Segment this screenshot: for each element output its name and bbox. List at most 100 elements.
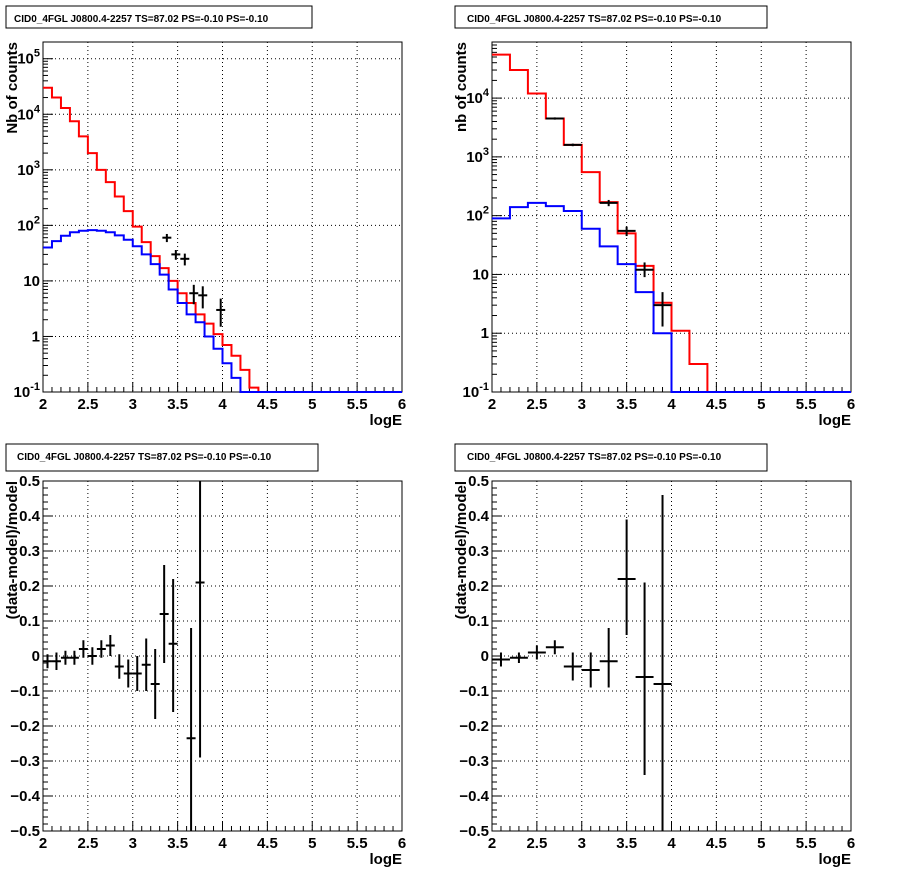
y-tick-label: −0.5: [10, 823, 40, 840]
data-point: [635, 262, 654, 278]
data-points: [43, 481, 205, 831]
y-tick-base: 10: [17, 162, 34, 179]
data-point: [581, 652, 600, 688]
y-axis-title: nb of counts: [453, 42, 470, 132]
data-point: [545, 117, 564, 120]
y-tick-label: −0.3: [459, 753, 489, 770]
y-tick-exponent: 4: [34, 103, 41, 115]
x-tick-label: 2.5: [77, 396, 98, 413]
y-tick-base: 10: [14, 384, 31, 401]
data-point: [43, 654, 52, 669]
data-point: [198, 286, 208, 309]
y-tick-base: 10: [466, 149, 483, 166]
y-axis: −0.5 −0.4 −0.3 −0.2 −0.1 0 0.1 0.2 0.3 0.4 0.5: [10, 473, 53, 840]
data-point: [653, 495, 672, 831]
data-point: [563, 143, 582, 147]
data-point: [563, 652, 582, 681]
y-tick-label: 0.3: [468, 543, 489, 560]
y-tick-label: 0.5: [19, 473, 40, 490]
histogram-series-component: [43, 229, 402, 393]
y-tick-label: 1: [32, 328, 40, 345]
data-point: [171, 250, 181, 260]
x-tick-label: 5: [308, 835, 316, 852]
x-tick-label: 3.5: [616, 835, 637, 852]
y-tick-exponent: 4: [483, 87, 490, 99]
x-axis-title: logE: [819, 851, 852, 868]
x-tick-label: 6: [847, 835, 855, 852]
y-tick-exponent: 2: [483, 205, 489, 217]
x-tick-label: 4: [218, 396, 227, 413]
data-point: [527, 645, 546, 660]
y-tick-label: −0.4: [459, 788, 489, 805]
y-tick-label: 0.4: [468, 508, 490, 525]
data-point: [509, 652, 528, 663]
chart-title: CID0_4FGL J0800.4-2257 TS=87.02 PS=-0.10…: [467, 452, 722, 463]
histogram-series-model: [43, 86, 402, 393]
x-tick-label: 5.5: [347, 396, 368, 413]
data-points: [492, 495, 672, 831]
x-tick-label: 4.5: [257, 396, 278, 413]
x-tick-label: 6: [847, 396, 855, 413]
x-tick-label: 6: [398, 835, 406, 852]
data-point: [60, 650, 70, 665]
x-tick-label: 4: [667, 835, 676, 852]
y-tick-base: 10: [17, 51, 34, 68]
x-tick-label: 2.5: [526, 835, 547, 852]
data-point: [216, 298, 226, 327]
y-tick-label: −0.2: [459, 718, 489, 735]
y-tick-label: 0: [481, 648, 489, 665]
y-tick-label: 0: [32, 648, 40, 665]
y-tick-label: 0.3: [19, 543, 40, 560]
data-points: [162, 233, 226, 327]
data-point: [195, 481, 205, 758]
chart-panel-2: 2 2.5 3 3.5 4 4.5 5 5.5 6logE10-1110102103104nb …: [453, 5, 855, 429]
y-tick-label: −0.3: [10, 753, 40, 770]
grid-lines: [492, 481, 851, 831]
y-tick-label: 0.4: [19, 508, 41, 525]
x-tick-label: 2: [39, 835, 47, 852]
x-tick-label: 4.5: [706, 396, 727, 413]
x-tick-label: 5.5: [796, 835, 817, 852]
y-tick-base: 10: [463, 384, 480, 401]
y-tick-base: 10: [17, 106, 34, 123]
data-point: [653, 292, 672, 327]
y-tick-exponent: 3: [483, 146, 489, 158]
x-tick-label: 4.5: [257, 835, 278, 852]
x-axis-title: logE: [370, 851, 403, 868]
x-tick-label: 3.5: [167, 396, 188, 413]
y-tick-label: 0.1: [468, 613, 489, 630]
x-tick-label: 3: [578, 835, 586, 852]
x-axis-title: logE: [819, 412, 852, 429]
y-axis: −0.5 −0.4 −0.3 −0.2 −0.1 0 0.1 0.2 0.3 0.4 0.5: [459, 473, 502, 840]
x-axis: 2 2.5 3 3.5 4 4.5 5 5.5 6: [488, 821, 855, 852]
x-tick-label: 5.5: [347, 835, 368, 852]
x-tick-label: 4.5: [706, 835, 727, 852]
x-tick-label: 2.5: [77, 835, 98, 852]
title-box: [5, 5, 313, 29]
y-tick-label: 10: [23, 273, 40, 290]
data-point: [180, 253, 190, 266]
data-point: [150, 649, 160, 719]
chart-panel-1: 2 2.5 3 3.5 4 4.5 5 5.5 6logE10-1110102103104105…: [4, 5, 406, 429]
y-tick-label: 1: [481, 325, 489, 342]
data-point: [599, 199, 618, 207]
y-tick-label: 104: [466, 87, 490, 107]
data-point: [141, 638, 151, 691]
y-tick-label: 105: [17, 48, 40, 68]
title-box: [454, 443, 768, 472]
x-axis: 2 2.5 3 3.5 4 4.5 5 5.5 6: [39, 821, 406, 852]
y-tick-exponent: 5: [34, 48, 40, 60]
y-axis-title: (data-model)/model: [453, 481, 470, 619]
y-tick-label: 102: [17, 214, 40, 234]
data-point: [132, 656, 142, 691]
y-tick-label: 0.5: [468, 473, 489, 490]
data-point: [78, 640, 88, 658]
y-tick-label: 103: [466, 146, 489, 166]
y-axis-title: (data-model)/model: [4, 481, 21, 619]
histogram-series-component: [492, 201, 851, 393]
x-tick-label: 2.5: [526, 396, 547, 413]
y-tick-label: 103: [17, 159, 40, 179]
